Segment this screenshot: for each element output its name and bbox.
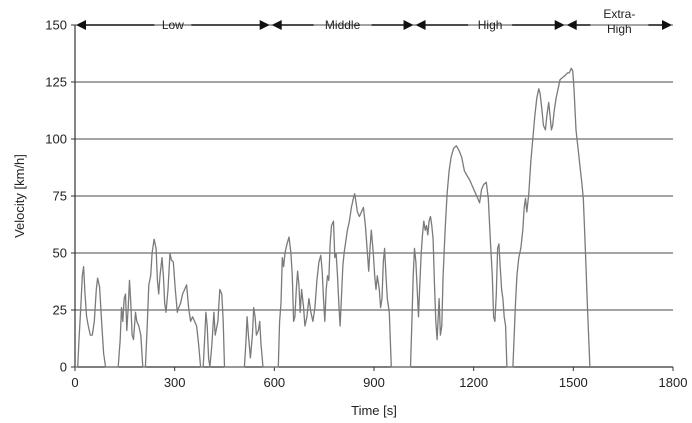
phase-label-3-line-0: Extra- [603,7,635,21]
y-tick-label-150: 150 [45,18,67,33]
x-tick-label-1500: 1500 [559,375,588,390]
y-tick-label-50: 50 [53,246,67,261]
series-line-0 [75,67,591,368]
phase-arrow-start-0 [76,20,86,30]
phase-label-0: Low [162,18,184,32]
phase-arrow-start-2 [415,20,426,30]
y-tick-label-125: 125 [45,75,67,90]
y-axis: 0 25 50 75 100 125 150 [45,18,76,375]
series-layer [75,67,591,368]
y-tick-label-0: 0 [60,360,67,375]
phase-arrow-start-3 [566,20,577,30]
x-axis: 0 300 600 900 1200 1500 1800 [71,366,688,390]
phase-label-2: High [478,18,503,32]
phase-label-1: Middle [325,18,361,32]
y-axis-title: Velocity [km/h] [12,154,27,238]
x-tick-label-600: 600 [263,375,285,390]
phase-label-3-line-1: High [607,22,632,36]
x-axis-title: Time [s] [351,403,397,418]
x-tick-label-900: 900 [363,375,385,390]
phase-arrow-start-1 [271,20,282,30]
y-tick-label-75: 75 [53,189,67,204]
x-tick-label-0: 0 [71,375,78,390]
phase-arrow-end-0 [259,20,270,30]
phase-arrow-end-1 [403,20,414,30]
phase-arrow-end-2 [554,20,565,30]
x-tick-label-1800: 1800 [659,375,688,390]
x-tick-label-300: 300 [164,375,186,390]
y-tick-label-25: 25 [53,303,67,318]
phase-arrow-end-3 [662,20,672,30]
x-tick-label-1200: 1200 [459,375,488,390]
y-tick-label-100: 100 [45,132,67,147]
